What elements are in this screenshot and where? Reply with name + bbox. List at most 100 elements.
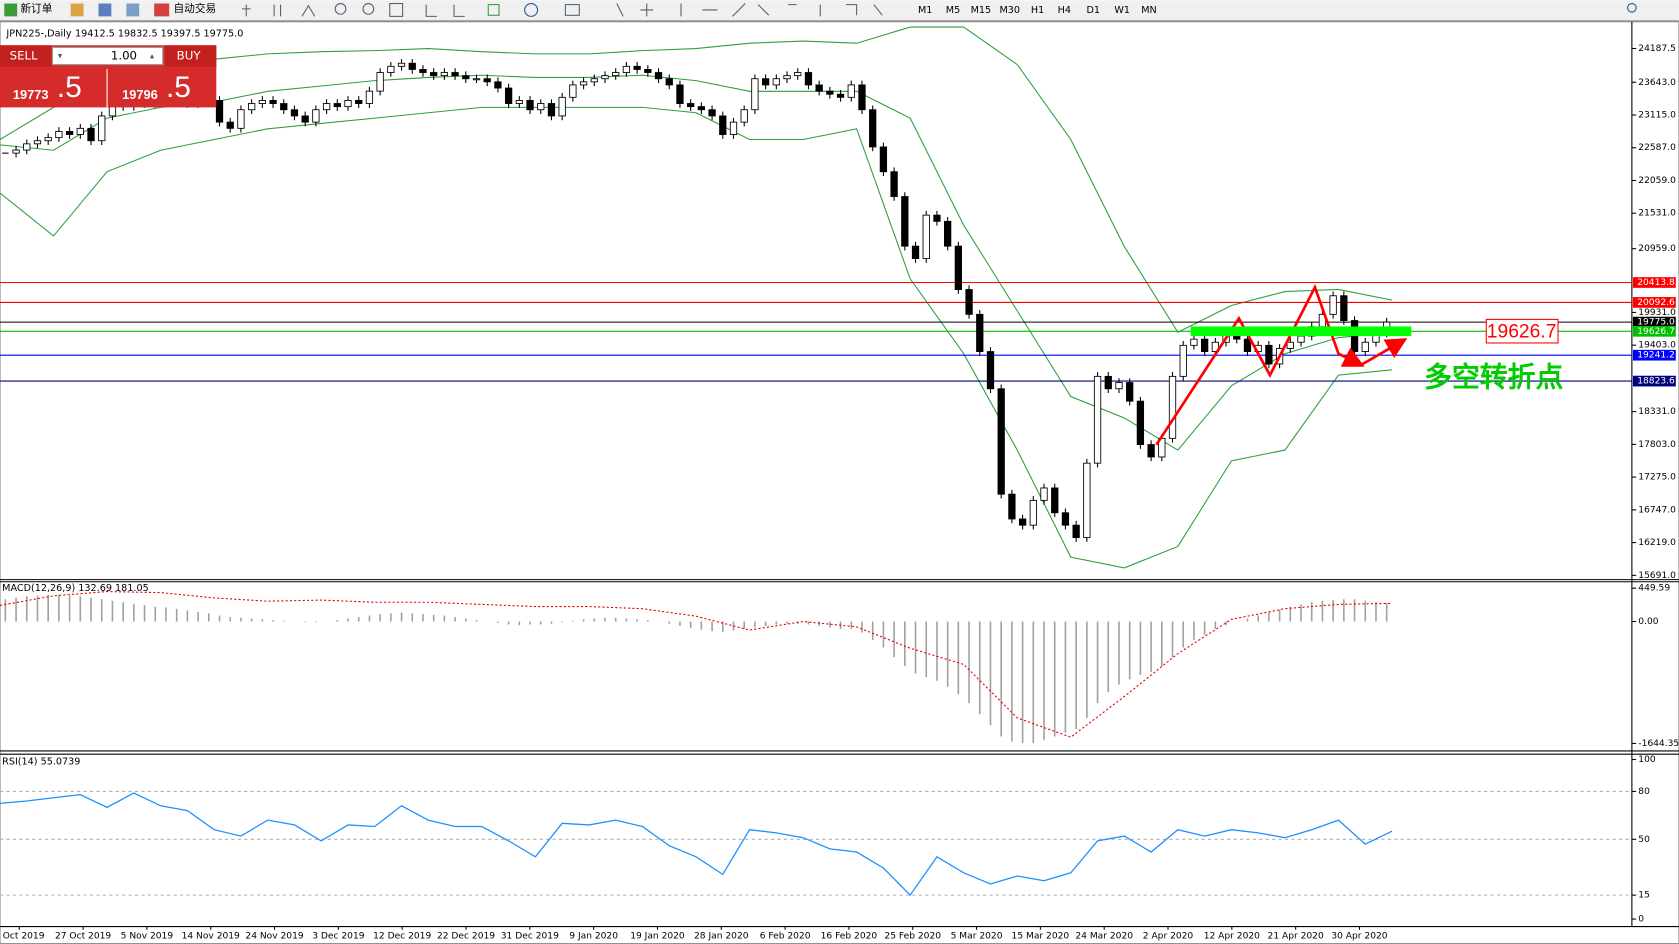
y-tick-label: -1644.35 bbox=[1638, 739, 1679, 749]
candle bbox=[1297, 335, 1305, 343]
candle bbox=[751, 78, 759, 111]
candle bbox=[986, 351, 995, 390]
bid-price[interactable]: 19773 bbox=[13, 87, 49, 102]
candle bbox=[258, 100, 266, 104]
candle bbox=[911, 245, 920, 259]
y-tick-label: 21531.0 bbox=[1638, 209, 1676, 219]
candle bbox=[590, 78, 598, 83]
x-tick-label: 12 Dec 2019 bbox=[373, 932, 431, 942]
buy-button[interactable] bbox=[164, 45, 217, 67]
x-tick-label: 24 Mar 2020 bbox=[1075, 932, 1133, 942]
trend-zigzag bbox=[1155, 283, 1365, 446]
candle bbox=[954, 245, 962, 290]
timeframe-button[interactable]: D1 bbox=[1087, 5, 1101, 16]
candle bbox=[290, 109, 299, 117]
candle bbox=[301, 115, 309, 123]
price-level-tag bbox=[1632, 297, 1676, 308]
auto-trading-button[interactable]: 自动交易 bbox=[173, 2, 216, 15]
timeframe-bar: M1 M5 M15 M30 H1 H4 D1 W1 MN bbox=[918, 5, 1157, 16]
y-tick-label: 0 bbox=[1638, 915, 1644, 925]
lot-up[interactable]: ▴ bbox=[150, 51, 155, 61]
new-order-icon[interactable] bbox=[4, 3, 18, 17]
lot-size[interactable]: 1.00 bbox=[111, 48, 137, 62]
timeframe-button[interactable]: MN bbox=[1141, 5, 1157, 16]
candle bbox=[1061, 512, 1070, 526]
y-tick-label: 19931.0 bbox=[1638, 308, 1676, 318]
timeframe-button[interactable]: W1 bbox=[1114, 5, 1130, 16]
price-level-label: 20413.8 bbox=[1637, 278, 1675, 288]
candle bbox=[890, 171, 898, 197]
ask-pips[interactable]: .5 bbox=[166, 71, 191, 104]
candle bbox=[1200, 338, 1209, 352]
timeframe-button[interactable]: H4 bbox=[1058, 5, 1071, 16]
candle bbox=[654, 72, 663, 80]
y-tick-label: 17803.0 bbox=[1638, 440, 1676, 450]
x-tick-label: 19 Jan 2020 bbox=[630, 932, 685, 942]
candle bbox=[826, 90, 834, 95]
toolbar-icon[interactable] bbox=[98, 3, 112, 17]
new-order-button[interactable]: 新订单 bbox=[20, 2, 52, 15]
bid-pips[interactable]: .5 bbox=[57, 71, 82, 104]
x-tick-label: 25 Feb 2020 bbox=[884, 932, 941, 942]
candle bbox=[23, 143, 31, 151]
bollinger-lower bbox=[0, 106, 1393, 569]
candle bbox=[794, 72, 802, 77]
timeframe-button[interactable]: M1 bbox=[918, 5, 932, 16]
candle bbox=[515, 100, 523, 104]
candle bbox=[772, 78, 780, 86]
toolbar-icon[interactable] bbox=[70, 3, 84, 17]
bollinger-middle bbox=[0, 74, 1393, 451]
candle bbox=[1083, 462, 1091, 538]
candle bbox=[976, 313, 984, 352]
symbol-title: JPN225-,Daily bbox=[5, 29, 71, 40]
lot-down[interactable]: ▾ bbox=[58, 51, 63, 61]
candle bbox=[997, 388, 1005, 495]
candle bbox=[740, 109, 748, 123]
candle bbox=[1147, 444, 1155, 458]
candle bbox=[1008, 493, 1016, 520]
x-tick-label: 28 Jan 2020 bbox=[694, 932, 749, 942]
timeframe-button[interactable]: M15 bbox=[971, 5, 992, 16]
candle bbox=[408, 62, 416, 70]
candle bbox=[901, 196, 909, 247]
candle bbox=[1018, 518, 1027, 526]
candle bbox=[65, 131, 74, 135]
y-tick-label: 23643.0 bbox=[1638, 78, 1676, 88]
sell-button[interactable] bbox=[0, 45, 52, 67]
candle bbox=[687, 103, 695, 108]
y-tick-label: 449.59 bbox=[1638, 584, 1670, 594]
timeframe-button[interactable]: H1 bbox=[1031, 5, 1044, 16]
y-tick-label: 16747.0 bbox=[1638, 505, 1676, 515]
candle bbox=[719, 115, 727, 135]
candle bbox=[1243, 338, 1252, 352]
candle bbox=[12, 149, 20, 154]
timeframe-button[interactable]: M5 bbox=[946, 5, 960, 16]
auto-trading-icon[interactable] bbox=[154, 3, 170, 17]
candle bbox=[33, 140, 42, 145]
candle bbox=[1115, 382, 1123, 390]
candle bbox=[322, 103, 331, 111]
ask-price[interactable]: 19796 bbox=[122, 87, 158, 102]
lot-input[interactable] bbox=[51, 46, 164, 66]
candle bbox=[1168, 375, 1177, 439]
y-tick-label: 0.00 bbox=[1638, 617, 1658, 627]
candle bbox=[98, 115, 106, 142]
candle bbox=[836, 93, 845, 98]
candle bbox=[1179, 344, 1187, 377]
buy-label[interactable]: BUY bbox=[177, 48, 202, 62]
pivot-note: 多空转折点 bbox=[1424, 360, 1563, 393]
sell-label[interactable]: SELL bbox=[10, 48, 38, 62]
pivot-label-box bbox=[1485, 318, 1559, 344]
candle bbox=[430, 72, 438, 77]
x-tick-label: 31 Dec 2019 bbox=[501, 932, 559, 942]
timeframe-button[interactable]: M30 bbox=[999, 5, 1020, 16]
candle bbox=[1051, 487, 1059, 514]
candle bbox=[922, 214, 930, 259]
toolbar-tools[interactable] bbox=[241, 2, 883, 17]
toolbar-icon[interactable] bbox=[126, 3, 140, 17]
x-tick-label: 15 Mar 2020 bbox=[1012, 932, 1070, 942]
axes: 24187.5 23643.0 23115.0 22587.0 22059.0 21531… bbox=[0, 44, 1679, 942]
x-tick-label: 30 Apr 2020 bbox=[1331, 932, 1387, 942]
price-level-tag bbox=[1632, 349, 1676, 361]
candle bbox=[569, 84, 577, 98]
